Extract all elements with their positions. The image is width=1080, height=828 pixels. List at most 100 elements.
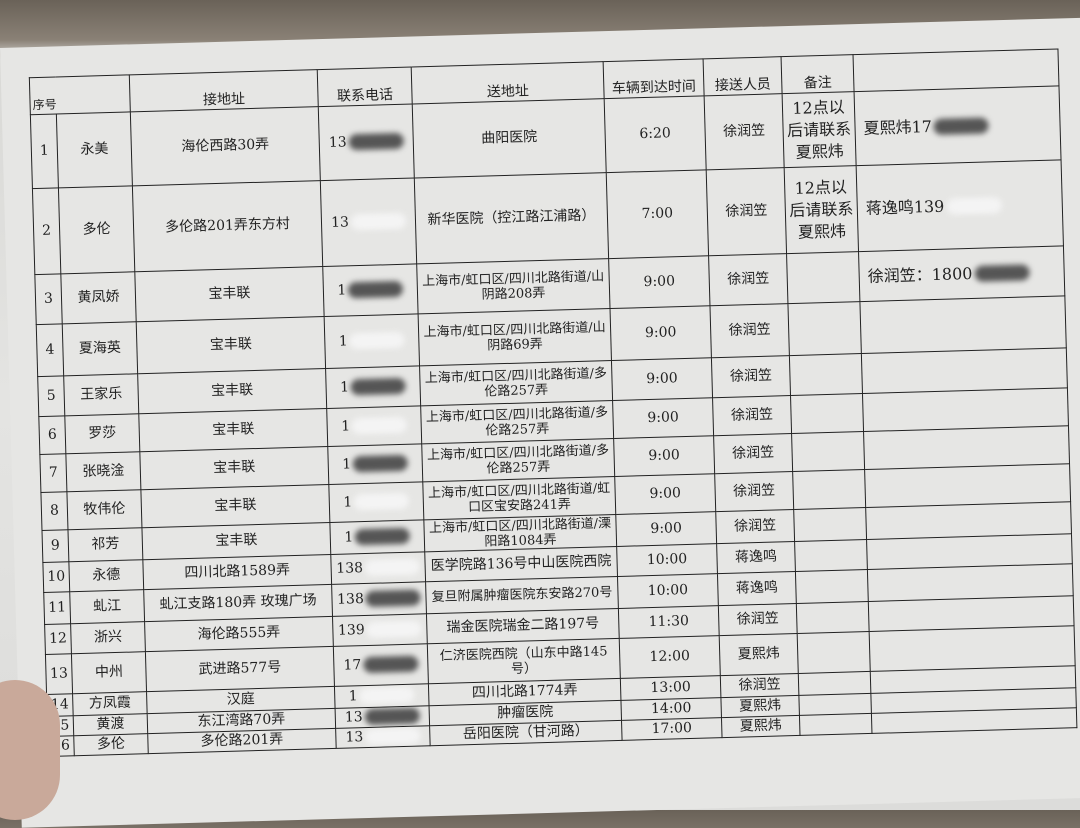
phone-text: 1	[343, 494, 353, 511]
redaction-blur	[354, 492, 410, 511]
name-text: 中州	[94, 663, 124, 681]
pickup-address-text: 武进路577号	[198, 659, 282, 678]
pickup-address-text: 宝丰联	[212, 421, 255, 439]
staff-text: 夏熙炜	[737, 645, 780, 663]
destination-text: 上海市/虹口区/四川北路街道/多伦路257弄	[424, 365, 608, 400]
arrival-time-text: 9:00	[648, 447, 681, 465]
destination-text: 瑞金医院瑞金二路197号	[446, 615, 600, 636]
cell-phone: 17	[333, 643, 429, 687]
finger	[0, 680, 60, 820]
cell-pickup-address: 宝丰联	[139, 446, 329, 490]
destination-text: 仁济医院西院（山东中路145号）	[439, 643, 608, 677]
cell-name: 多伦	[73, 733, 149, 756]
cell-name: 祁芳	[67, 527, 143, 562]
header-phone: 联系电话	[317, 67, 413, 107]
cell-phone: 1	[327, 443, 423, 485]
cell-staff: 徐润笠	[706, 167, 787, 256]
phone-text: 138	[336, 560, 364, 577]
cell-pickup-address: 宝丰联	[134, 266, 325, 322]
arrival-time-text: 12:00	[649, 647, 691, 666]
cell-destination: 上海市/虹口区/四川北路街道/多伦路257弄	[420, 400, 614, 444]
staff-text: 徐润笠	[732, 482, 776, 500]
staff-text: 徐润笠	[725, 202, 768, 220]
row-number-text: 10	[47, 568, 66, 585]
row-number-text: 13	[49, 665, 69, 682]
cell-row-number: 8	[40, 491, 68, 531]
cell-note	[794, 539, 868, 572]
cell-note	[786, 251, 860, 304]
cell-destination: 上海市/虹口区/四川北路街道/多伦路257弄	[421, 438, 615, 482]
cell-phone: 1	[325, 365, 421, 409]
header-note: 备注	[781, 54, 855, 94]
cell-row-number: 11	[43, 591, 71, 625]
destination-text: 新华医院（控江路江浦路）	[427, 207, 596, 229]
staff-text: 徐润笠	[730, 406, 774, 424]
pickup-address-text: 汉庭	[226, 691, 256, 708]
cell-phone: 13	[318, 104, 415, 181]
destination-text: 上海市/虹口区/四川北路街道/多伦路257弄	[425, 404, 609, 439]
cell-extra	[863, 425, 1070, 470]
cell-phone: 1	[334, 683, 430, 709]
printed-sheet: 序号 接地址 联系电话 送地址 车辆到达时间 接送人员 备注 1 永美 海伦西路30…	[0, 17, 1080, 828]
pickup-address-text: 多伦路201弄东方村	[164, 215, 291, 236]
cell-note	[787, 301, 862, 356]
phone-text: 1	[337, 282, 347, 299]
cell-extra	[859, 295, 1067, 354]
cell-arrival-time: 7:00	[606, 169, 709, 259]
cell-destination: 上海市/虹口区/四川北路街道/山阴路69弄	[418, 308, 612, 366]
cell-name: 黄渡	[73, 713, 148, 736]
redaction-blur	[352, 454, 409, 473]
cell-staff: 徐润笠	[713, 433, 793, 474]
phone-text: 13	[328, 134, 347, 151]
destination-text: 上海市/虹口区/四川北路街道/山阴路208弄	[421, 268, 605, 303]
pickup-address-text: 四川北路1589弄	[184, 562, 291, 582]
phone-text: 138	[336, 591, 365, 608]
cell-name: 浙兴	[70, 621, 146, 654]
cell-staff: 夏熙炜	[721, 715, 801, 738]
row-number-text: 7	[48, 464, 59, 481]
cell-note	[791, 431, 865, 472]
cell-name: 黄凤娇	[60, 271, 137, 324]
row-number-text: 4	[45, 341, 55, 358]
cell-name: 虬江	[69, 589, 145, 624]
pickup-address-text: 宝丰联	[210, 382, 254, 400]
redaction-blur	[351, 416, 408, 435]
cell-staff: 徐润笠	[718, 603, 798, 636]
redaction-blur	[365, 589, 422, 607]
cell-note	[795, 569, 869, 604]
name-text: 张晓淦	[82, 462, 125, 480]
destination-text: 岳阳医院（甘河路）	[462, 722, 590, 743]
extra-text: 蒋逸鸣139	[865, 196, 945, 218]
arrival-time-text: 6:20	[639, 125, 672, 143]
header-staff: 接送人员	[703, 56, 783, 96]
row-number-text: 11	[48, 599, 67, 616]
name-text: 夏海英	[78, 339, 122, 357]
staff-text: 夏熙炜	[738, 697, 782, 715]
name-text: 永德	[92, 566, 121, 584]
staff-text: 徐润笠	[728, 321, 771, 339]
cell-name: 永美	[56, 111, 133, 188]
cell-note	[790, 393, 864, 434]
cell-pickup-address: 宝丰联	[137, 368, 327, 414]
arrival-time-text: 7:00	[641, 205, 674, 223]
extra-text: 徐润笠：1800	[867, 263, 973, 286]
pickup-address-text: 海伦西路30弄	[181, 136, 270, 155]
staff-text: 徐润笠	[727, 270, 770, 288]
staff-text: 徐润笠	[736, 610, 779, 628]
cell-pickup-address: 宝丰联	[141, 522, 331, 560]
redaction-blur	[365, 727, 421, 746]
cell-destination: 岳阳医院（甘河路）	[429, 720, 623, 746]
header-destination: 送地址	[411, 61, 605, 105]
cell-extra	[869, 625, 1076, 672]
pickup-address-text: 宝丰联	[209, 336, 253, 354]
pickup-address-text: 宝丰联	[215, 532, 258, 550]
cell-name: 罗莎	[64, 413, 140, 454]
cell-row-number: 13	[45, 653, 73, 695]
cell-name: 张晓淦	[65, 451, 141, 492]
destination-text: 曲阳医院	[480, 129, 538, 147]
name-text: 黄渡	[96, 715, 125, 733]
cell-extra	[871, 707, 1077, 734]
cell-phone: 1	[324, 313, 420, 369]
cell-staff: 徐润笠	[709, 303, 790, 358]
arrival-time-text: 9:00	[649, 485, 682, 503]
